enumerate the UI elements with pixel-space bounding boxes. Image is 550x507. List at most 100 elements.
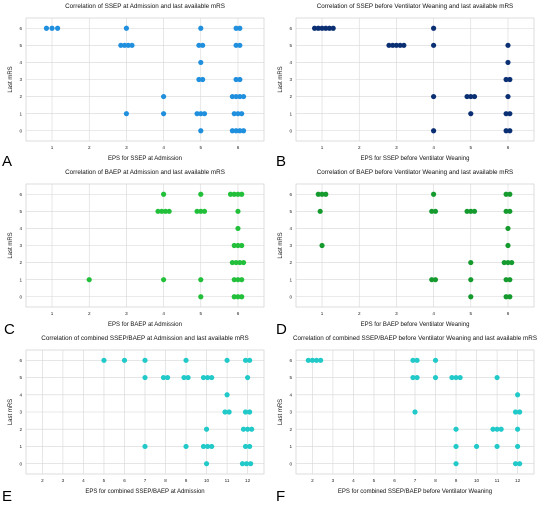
data-point <box>235 191 241 197</box>
data-point <box>311 25 318 31</box>
data-point <box>233 76 239 83</box>
data-point <box>224 392 230 398</box>
y-tick-label: 0 <box>289 128 292 133</box>
data-point <box>209 443 215 450</box>
data-point <box>142 443 148 450</box>
data-point <box>198 191 204 197</box>
data-point <box>200 42 206 48</box>
x-tick-label: 6 <box>393 478 396 483</box>
y-tick-label: 2 <box>289 94 292 99</box>
data-point <box>453 374 459 381</box>
data-point <box>201 111 208 117</box>
y-tick-label: 4 <box>19 392 22 397</box>
data-point <box>410 374 416 381</box>
data-point <box>231 191 237 197</box>
data-point <box>235 242 241 249</box>
data-point <box>237 42 243 48</box>
data-point <box>155 208 161 214</box>
y-tick-label: 6 <box>289 26 292 31</box>
data-point <box>159 208 165 214</box>
data-point <box>160 374 167 381</box>
y-axis-label: Last mRS <box>278 66 284 92</box>
data-point <box>319 242 325 249</box>
data-point <box>401 42 407 48</box>
data-point <box>240 259 247 266</box>
data-point <box>204 374 211 381</box>
data-point <box>507 294 513 300</box>
data-point <box>203 461 210 467</box>
x-axis-label: EPS for BAEP before Ventilator Weaning <box>361 322 470 328</box>
data-point <box>393 42 400 48</box>
x-tick-label: 5 <box>470 311 473 316</box>
data-point <box>123 25 130 31</box>
y-tick-label: 3 <box>19 410 22 415</box>
data-point <box>183 443 189 450</box>
data-point <box>305 357 311 363</box>
data-point <box>237 93 243 100</box>
data-point <box>249 426 255 432</box>
data-point <box>233 128 239 134</box>
data-point <box>229 259 235 266</box>
data-point <box>414 357 420 363</box>
x-tick-label: 5 <box>200 311 203 316</box>
y-tick-label: 4 <box>289 226 292 231</box>
data-point <box>507 208 513 214</box>
data-point <box>494 443 500 450</box>
data-point <box>503 277 509 283</box>
data-point <box>224 357 230 363</box>
data-point <box>330 25 336 31</box>
data-point <box>498 426 504 432</box>
y-tick-label: 0 <box>19 128 22 133</box>
data-point <box>121 42 128 48</box>
data-point <box>101 357 107 363</box>
x-tick-label: 6 <box>507 311 510 316</box>
y-tick-label: 2 <box>19 260 22 265</box>
chart-panel-d: Correlation of BAEP before Ventilator We… <box>276 169 535 338</box>
data-point <box>55 25 61 31</box>
data-point <box>412 409 418 415</box>
x-tick-label: 2 <box>88 145 91 150</box>
chart-title: Correlation of combined SSEP/BAEP at Adm… <box>41 335 248 342</box>
data-point <box>200 76 206 83</box>
data-point <box>432 277 439 283</box>
data-point <box>233 25 239 31</box>
data-point <box>503 111 509 117</box>
data-point <box>229 93 235 100</box>
data-point <box>239 111 245 117</box>
panel-letter: E <box>2 488 12 505</box>
data-point <box>198 294 204 300</box>
x-tick-label: 7 <box>144 478 147 483</box>
data-point <box>507 111 513 117</box>
data-point <box>194 208 200 214</box>
data-point <box>240 93 247 100</box>
data-point <box>198 277 204 283</box>
x-tick-label: 10 <box>474 478 480 483</box>
data-point <box>453 426 459 432</box>
x-tick-label: 8 <box>164 478 167 483</box>
y-tick-label: 5 <box>289 209 292 214</box>
data-point <box>468 111 474 117</box>
x-tick-label: 6 <box>237 145 240 150</box>
y-axis-label: Last mRS <box>278 399 284 425</box>
data-point <box>204 443 211 450</box>
data-point <box>183 357 189 363</box>
y-tick-label: 5 <box>19 209 22 214</box>
data-point <box>507 191 513 197</box>
data-point <box>503 191 509 197</box>
data-point <box>468 294 474 300</box>
y-tick-label: 5 <box>289 375 292 380</box>
data-point <box>239 461 246 467</box>
data-point <box>118 42 124 48</box>
data-point <box>318 357 324 363</box>
data-point <box>129 42 135 48</box>
data-point <box>227 191 234 197</box>
y-tick-label: 4 <box>289 392 292 397</box>
data-point <box>239 294 245 300</box>
x-tick-label: 2 <box>41 478 44 483</box>
y-tick-label: 3 <box>289 243 292 248</box>
data-point <box>242 357 249 363</box>
data-point <box>473 443 480 450</box>
x-tick-label: 3 <box>395 311 398 316</box>
data-point <box>490 426 496 432</box>
x-tick-label: 2 <box>311 478 314 483</box>
